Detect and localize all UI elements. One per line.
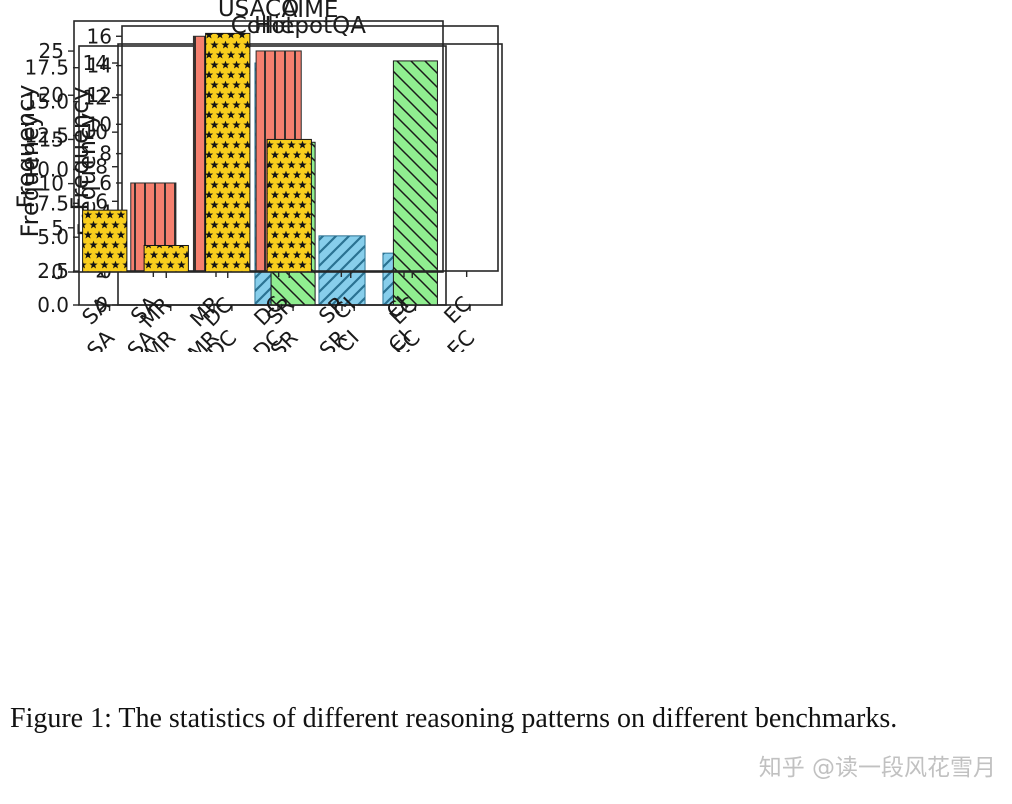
x-tick-label: DC — [199, 293, 238, 332]
y-tick-label: 5.0 — [37, 225, 69, 249]
figure-caption: Figure 1: The statistics of different re… — [10, 703, 898, 734]
y-tick-label: 2.5 — [37, 259, 69, 283]
y-tick-label: 12.5 — [24, 123, 69, 147]
y-tick-label: 15.0 — [24, 90, 69, 114]
y-axis-label: Frequency — [12, 85, 40, 209]
bar-hatch-MR — [143, 244, 189, 273]
y-tick-label: 15 — [39, 127, 64, 151]
bar-hatch-EC — [392, 60, 438, 306]
y-axis-label: Frequency — [66, 87, 94, 211]
y-tick-label: 5 — [51, 216, 64, 240]
bar-hatch-SA — [82, 209, 128, 273]
chart-usaco: 0 5 10 15 20 25 SA MR DC SR CI EC USACO Frequency — [12, 0, 444, 333]
y-tick-label: 16 — [87, 24, 112, 48]
y-tick-label: 14 — [87, 54, 112, 78]
bar-hatch-DC — [205, 32, 251, 273]
y-tick-label: 20 — [39, 83, 64, 107]
y-tick-label: 6 — [99, 171, 112, 195]
x-tick-label: SA — [77, 292, 114, 329]
x-tick-label: CI — [329, 293, 361, 325]
y-tick-label: 0 — [51, 260, 64, 284]
x-tick-label: SR — [262, 293, 299, 330]
y-tick-label: 10 — [83, 120, 108, 144]
chart-title: AIME — [282, 0, 339, 23]
y-tick-label: 7.5 — [37, 191, 69, 215]
y-tick-label: 0.0 — [37, 293, 69, 317]
y-tick-label: 17.5 — [24, 56, 69, 80]
chart-title: USACO — [218, 0, 299, 22]
y-tick-label: 8 — [95, 155, 108, 179]
x-tick-label: MR — [136, 293, 176, 333]
y-tick-label: 6 — [95, 189, 108, 213]
axes-frame — [78, 45, 447, 306]
axes-frame — [73, 20, 444, 273]
bar-hatch-SR — [266, 138, 312, 273]
y-tick-label: 10 — [39, 172, 64, 196]
y-tick-label: 25 — [39, 39, 64, 63]
y-tick-label: 12 — [83, 86, 108, 110]
y-tick-label: 14 — [83, 51, 108, 75]
y-tick-label: 8 — [99, 142, 112, 166]
y-tick-label: 10.0 — [24, 157, 69, 181]
zhihu-watermark: 知乎 @读一段风花雪月 — [758, 755, 996, 781]
y-axis-label: Frequency — [16, 114, 44, 238]
y-tick-label: 10 — [87, 112, 112, 136]
x-tick-label: EC — [385, 293, 422, 330]
y-tick-label: 12 — [87, 83, 112, 107]
